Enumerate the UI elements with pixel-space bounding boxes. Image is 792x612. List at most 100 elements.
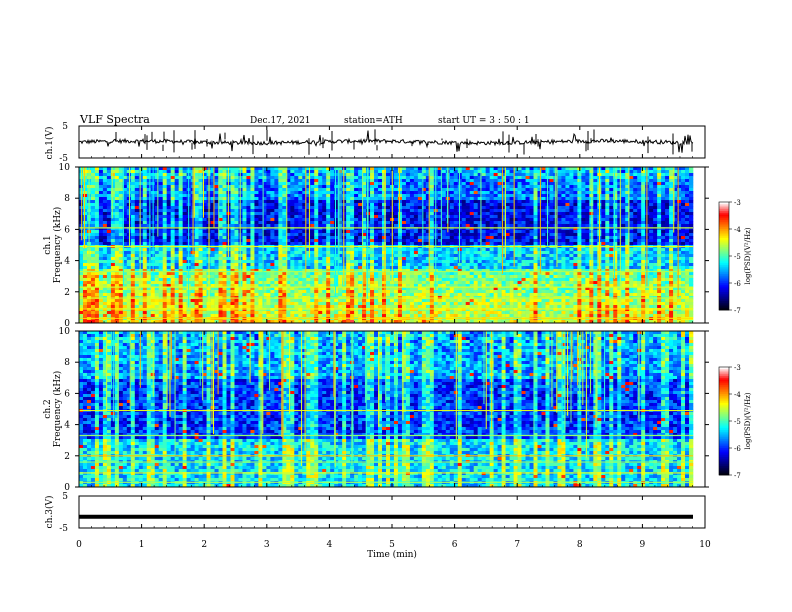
spectrogram-cell (449, 257, 455, 261)
spectrogram-cell (79, 230, 84, 234)
spectrogram-cell (401, 200, 407, 204)
spectrogram-cell (154, 287, 160, 291)
spectrogram-cell (445, 242, 451, 246)
spectrogram-cell (429, 167, 435, 171)
spectrogram-cell (350, 260, 355, 264)
spectrogram-cell (90, 236, 96, 240)
spectrogram-cell (210, 254, 215, 258)
spectrogram-cell (306, 176, 311, 180)
spectrogram-cell (290, 188, 295, 192)
spectrogram-cell (250, 185, 255, 189)
spectrogram-cell (246, 170, 251, 174)
spectrogram-cell (298, 281, 303, 285)
spectrogram-cell (314, 260, 319, 264)
spectrogram-cell (298, 299, 303, 303)
spectrogram-cell (110, 242, 116, 246)
spectrogram-cell (437, 215, 443, 219)
spectrogram-cell (250, 209, 255, 213)
spectrogram-cell (158, 248, 164, 252)
spectrogram-cell (417, 290, 423, 294)
spectrogram-cell (306, 209, 311, 213)
spectrogram-cell (118, 218, 124, 222)
spectrogram-cell (314, 188, 319, 192)
spectrogram-cell (90, 182, 96, 186)
spectrogram-cell (397, 257, 403, 261)
spectrogram-cell (362, 257, 367, 261)
spectrogram-cell (294, 278, 299, 282)
spectrogram-cell (354, 254, 359, 258)
spectrogram-cell (306, 248, 311, 252)
spectrogram-cell (98, 176, 104, 180)
spectrogram-cell (114, 281, 120, 285)
spectrogram-cell (202, 185, 207, 189)
spectrogram-cell (82, 167, 88, 171)
spectrogram-cell (114, 170, 120, 174)
spectrogram-cell (134, 206, 140, 210)
spectrogram-cell (314, 191, 319, 195)
spectrogram-cell (362, 299, 367, 303)
spectrogram-cell (437, 305, 443, 309)
spectrogram-cell (425, 314, 431, 318)
spectrogram-cell (294, 194, 299, 198)
spectrogram-cell (366, 308, 371, 312)
spectrogram-cell (358, 236, 363, 240)
spectrogram-cell (425, 167, 431, 171)
spectrogram-cell (266, 215, 271, 219)
spectrogram-cell (238, 302, 243, 306)
spectrogram-cell (290, 197, 295, 201)
spectrogram-cell (106, 218, 112, 222)
spectrogram-cell (449, 230, 455, 234)
spectrogram-cell (250, 311, 255, 315)
spectrogram-cell (218, 299, 223, 303)
spectrogram-cell (242, 170, 247, 174)
spectrogram-cell (318, 293, 323, 297)
spectrogram-cell (413, 194, 419, 198)
spectrogram-cell (230, 200, 235, 204)
spectrogram-cell (242, 224, 247, 228)
spectrogram-cell (258, 230, 263, 234)
spectrogram-cell (354, 242, 359, 246)
spectrogram-cell (314, 224, 319, 228)
spectrogram-cell (417, 236, 423, 240)
spectrogram-cell (150, 311, 156, 315)
spectrogram-cell (322, 209, 327, 213)
spectrogram-cell (79, 311, 84, 315)
spectrogram-cell (142, 284, 148, 288)
spectrogram-cell (86, 299, 92, 303)
spectrogram-cell (298, 284, 303, 288)
spectrogram-cell (358, 239, 363, 243)
spectrogram-cell (210, 293, 215, 297)
spectrogram-cell (417, 194, 423, 198)
spectrogram-cell (130, 197, 136, 201)
spectrogram-cell (258, 287, 263, 291)
spectrogram-cell (294, 185, 299, 189)
spectrogram-cell (302, 212, 307, 216)
spectrogram-cell (134, 176, 140, 180)
spectrogram-cell (278, 263, 283, 267)
spectrogram-cell (130, 176, 136, 180)
spectrogram-cell (302, 188, 307, 192)
spectrogram-cell (242, 302, 247, 306)
spectrogram-cell (246, 293, 251, 297)
spectrogram-cell (118, 284, 124, 288)
spectrogram-cell (286, 311, 291, 315)
spectrogram-cell (378, 197, 383, 201)
spectrogram-cell (266, 293, 271, 297)
spectrogram-cell (90, 170, 96, 174)
spectrogram-cell (274, 224, 279, 228)
spectrogram-cell (378, 251, 383, 255)
spectrogram-cell (182, 230, 187, 234)
spectrogram-cell (386, 254, 391, 258)
spectrogram-cell (278, 203, 283, 207)
spectrogram-cell (262, 284, 267, 288)
spectrogram-cell (158, 293, 164, 297)
spectrogram-cell (290, 176, 295, 180)
spectrogram-cell (250, 266, 255, 270)
spectrogram-cell (362, 308, 367, 312)
spectrogram-cell (194, 236, 199, 240)
spectrogram-cell (194, 302, 199, 306)
spectrogram-cell (342, 167, 347, 171)
spectrogram-cell (445, 263, 451, 267)
spectrogram-cell (90, 281, 96, 285)
spectrogram-cell (98, 236, 104, 240)
